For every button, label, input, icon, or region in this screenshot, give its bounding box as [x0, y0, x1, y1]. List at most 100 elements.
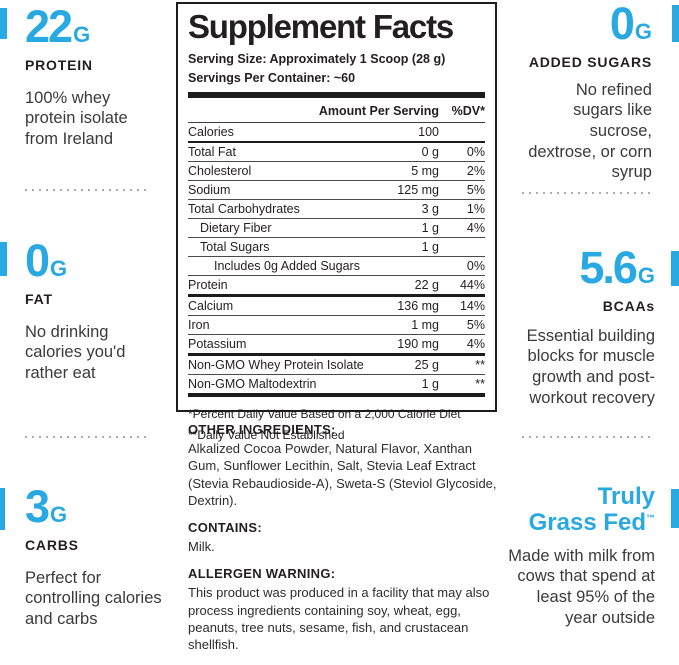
nutrient-name: Iron: [188, 318, 210, 333]
nutrient-name: Total Carbohydrates: [188, 202, 300, 217]
stat-added-sugars: 0G ADDED SUGARS No refined sugars like s…: [520, 0, 652, 183]
stat-value: 3G: [25, 481, 68, 532]
footnote-dv: *Percent Daily Value Based on a 2,000 Ca…: [188, 407, 461, 422]
nutrient-dv: 5%: [466, 318, 485, 333]
panel-title: Supplement Facts: [188, 8, 454, 45]
stat-label: FAT: [25, 290, 53, 307]
stat-bcaas: 5.6G BCAAs Essential building blocks for…: [520, 242, 655, 408]
stat-label: BCAAs: [602, 297, 655, 314]
nutrient-row: Total Carbohydrates 3 g 1%: [188, 200, 485, 220]
nutrient-dv: 1%: [466, 202, 485, 217]
contains-heading: CONTAINS:: [188, 520, 262, 536]
stat-description: No refined sugars like sucrose, dextrose…: [528, 80, 652, 182]
nutrient-dv: 2%: [466, 164, 485, 179]
nutrient-row: Non-GMO Maltodextrin 1 g **: [188, 375, 485, 398]
nutrient-row: Iron 1 mg 5%: [188, 316, 485, 336]
nutrient-dv: 5%: [466, 183, 485, 198]
edge-accent-fragment: [0, 488, 5, 530]
nutrient-amount: 1 mg: [411, 318, 439, 333]
footnotes: *Percent Daily Value Based on a 2,000 Ca…: [188, 397, 485, 446]
stat-value: Grass Fed™: [528, 509, 655, 537]
edge-accent-fragment: [671, 251, 679, 286]
nutrient-amount: 125 mg: [397, 183, 439, 198]
servings-per-container: Servings Per Container: ~60: [188, 71, 356, 86]
stat-unit: G: [634, 19, 652, 44]
dotted-divider: [25, 436, 148, 438]
stat-fat: 0G FAT No drinking calories you'd rather…: [25, 235, 155, 384]
nutrient-dv: 4%: [466, 337, 485, 352]
allergen-text: This product was produced in a facility …: [188, 585, 490, 653]
nutrient-name: Includes 0g Added Sugars: [214, 259, 360, 274]
nutrient-dv: 0%: [466, 259, 485, 274]
nutrient-name: Sodium: [188, 183, 231, 198]
edge-accent-fragment: [0, 242, 7, 276]
stat-value: 0G: [25, 235, 68, 286]
nutrient-amount: 1 g: [421, 240, 439, 255]
nutrient-dv: 14%: [459, 299, 485, 314]
nutrient-dv: **: [475, 358, 485, 373]
other-ingredients-heading: OTHER INGREDIENTS:: [188, 422, 336, 437]
nutrient-amount: 3 g: [421, 202, 439, 217]
nutrient-row: Potassium 190 mg 4%: [188, 335, 485, 357]
dotted-divider: [25, 189, 148, 191]
stat-label: PROTEIN: [25, 56, 93, 73]
nutrient-amount: 190 mg: [397, 337, 439, 352]
nutrient-row: Cholesterol 5 mg 2%: [188, 162, 485, 182]
nutrient-name: Total Sugars: [200, 240, 270, 255]
stat-protein: 22G PROTEIN 100% whey protein isolate fr…: [25, 4, 150, 150]
nutrient-name: Calories: [188, 125, 234, 140]
supplement-facts-panel: Supplement Facts Serving Size: Approxima…: [176, 2, 497, 442]
dotted-divider: [522, 192, 655, 194]
serving-size: Serving Size: Approximately 1 Scoop (28 …: [188, 51, 446, 66]
nutrient-name: Non-GMO Whey Protein Isolate: [188, 358, 364, 373]
nutrient-name: Cholesterol: [188, 164, 252, 179]
stat-description: Made with milk from cows that spend at l…: [508, 546, 655, 627]
nutrient-amount: 5 mg: [411, 164, 439, 179]
stat-unit: G: [50, 502, 68, 527]
stat-label: ADDED SUGARS: [528, 53, 652, 70]
contains-text: Milk.: [188, 539, 215, 555]
stat-unit: G: [637, 263, 655, 288]
nutrient-amount: 25 g: [414, 358, 439, 373]
ingredients-section: OTHER INGREDIENTS: Alkalized Cocoa Powde…: [188, 422, 500, 665]
table-header: Amount Per Serving %DV*: [188, 98, 485, 124]
edge-accent-fragment: [0, 8, 7, 39]
nutrient-amount: 22 g: [414, 278, 439, 293]
stat-label: CARBS: [25, 536, 79, 553]
nutrient-name: Calcium: [188, 299, 234, 314]
nutrient-row: Non-GMO Whey Protein Isolate 25 g **: [188, 356, 485, 376]
nutrient-dv: 4%: [466, 221, 485, 236]
nutrient-amount: 136 mg: [397, 299, 439, 314]
nutrient-name: Potassium: [188, 337, 247, 352]
nutrient-dv: 0%: [466, 145, 485, 160]
stat-carbs: 3G CARBS Perfect for controlling calorie…: [25, 481, 180, 630]
thick-rule: [188, 92, 485, 99]
dotted-divider: [522, 436, 655, 438]
allergen-heading: ALLERGEN WARNING:: [188, 566, 336, 582]
nutrient-row: Total Sugars 1 g: [188, 238, 485, 258]
nutrient-row: Sodium 125 mg 5%: [188, 181, 485, 201]
nutrient-row: Dietary Fiber 1 g 4%: [188, 219, 485, 239]
stat-description: Perfect for controlling calories and car…: [25, 568, 162, 628]
other-ingredients-text: Alkalized Cocoa Powder, Natural Flavor, …: [188, 441, 497, 508]
nutrient-row: Includes 0g Added Sugars 0%: [188, 257, 485, 277]
nutrient-amount: 1 g: [421, 221, 439, 236]
nutrient-row: Calories 100: [188, 123, 485, 144]
stat-unit: G: [50, 256, 68, 281]
stat-value: Truly: [597, 483, 655, 510]
nutrient-dv: 44%: [459, 278, 485, 293]
stat-description: No drinking calories you'd rather eat: [25, 322, 126, 382]
nutrient-name: Dietary Fiber: [200, 221, 272, 236]
nutrient-row: Protein 22 g 44%: [188, 276, 485, 298]
edge-accent-fragment: [671, 489, 679, 528]
nutrient-name: Total Fat: [188, 145, 236, 160]
nutrient-amount: 100: [418, 125, 439, 140]
stat-value: 0G: [609, 0, 652, 49]
nutrient-amount: 0 g: [421, 145, 439, 160]
stat-grass-fed: Truly Grass Fed™ Made with milk from cow…: [505, 483, 655, 628]
edge-accent-fragment: [672, 5, 679, 42]
trademark-symbol: ™: [646, 513, 655, 524]
column-header-dv: %DV*: [451, 104, 485, 119]
stat-value: 5.6G: [579, 242, 655, 293]
